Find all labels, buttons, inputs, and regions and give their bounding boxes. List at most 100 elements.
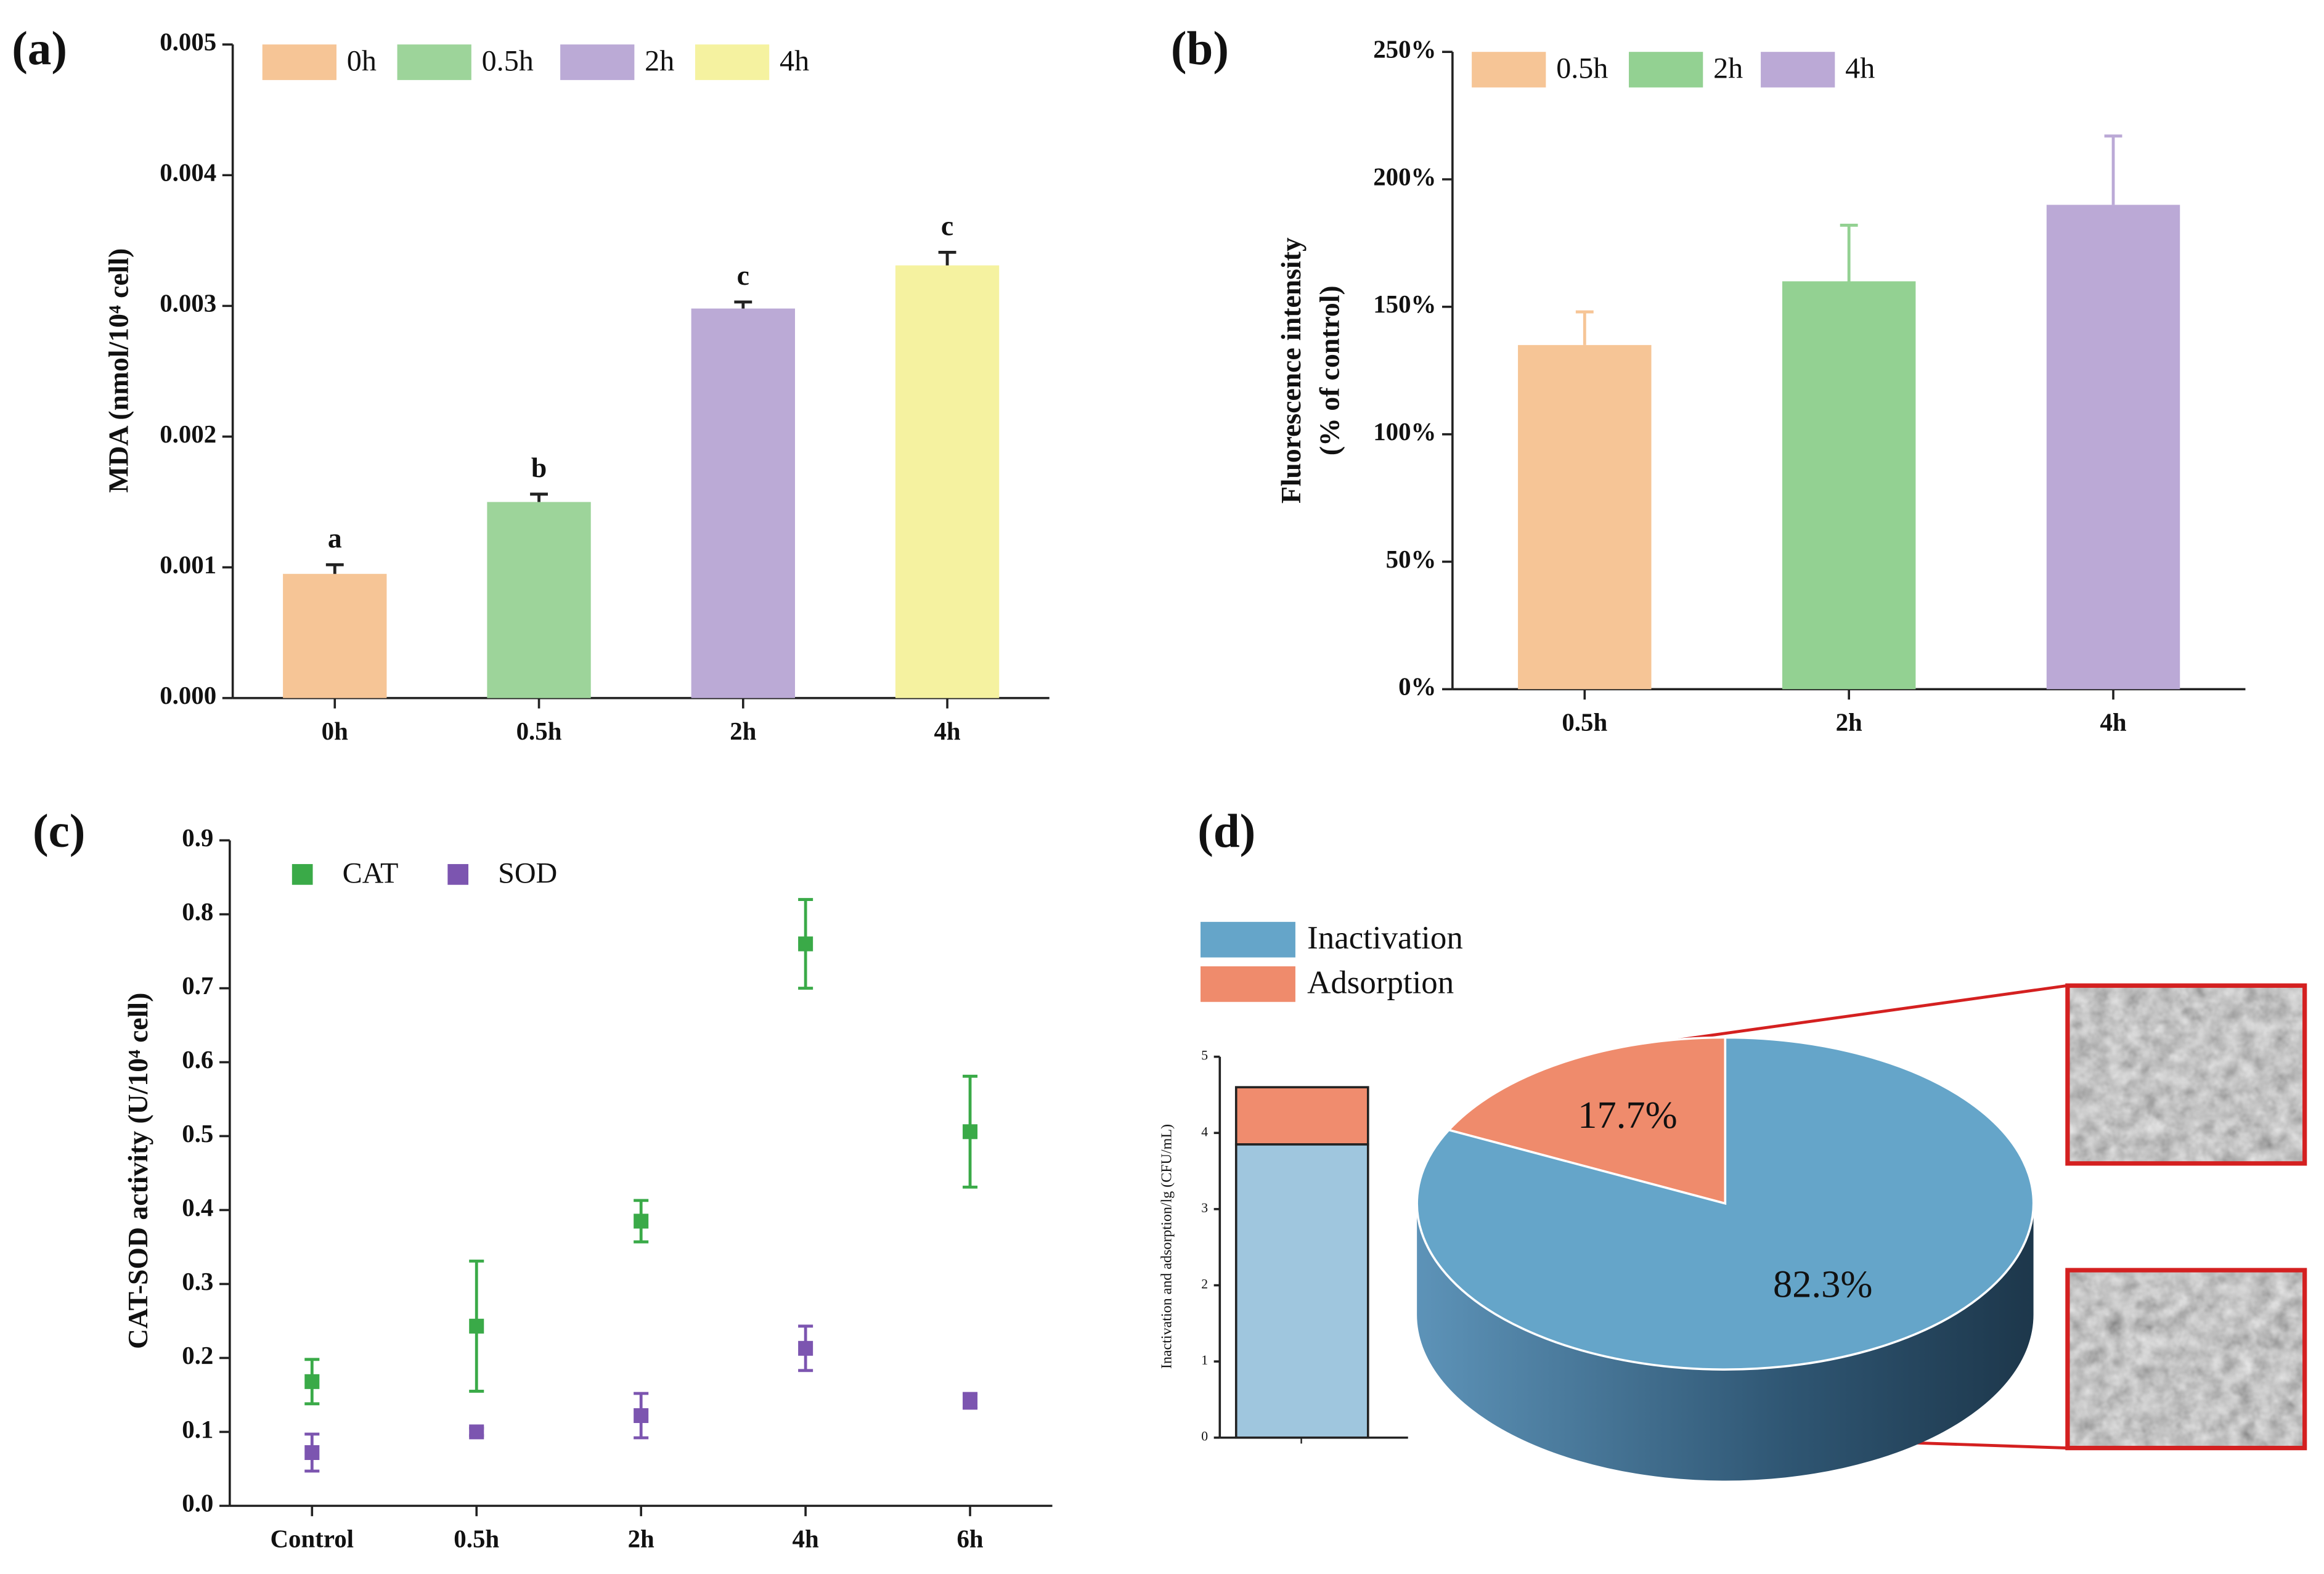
annotation: a	[328, 522, 342, 553]
bar	[1782, 281, 1916, 690]
bar-segment	[1234, 1086, 1369, 1146]
y-axis-title: Inactivation and adsorption/lg (CFU/mL)	[1159, 1124, 1175, 1369]
bar	[487, 502, 591, 698]
legend-swatch	[695, 44, 770, 80]
legend-label: CAT	[343, 857, 399, 889]
y-tick-label: 4	[1201, 1124, 1208, 1139]
marker	[963, 1393, 978, 1409]
marker	[304, 1445, 320, 1461]
legend-swatch	[1629, 52, 1703, 88]
panel-label: (c)	[33, 804, 85, 857]
y-axis-title: MDA (nmol/10⁴ cell)	[103, 248, 134, 493]
y-axis-title: (% of control)	[1314, 285, 1345, 455]
error-bar	[1840, 224, 1858, 282]
legend-label: 2h	[645, 44, 674, 77]
y-tick-label: 3	[1201, 1201, 1208, 1215]
y-tick-label: 0%	[1398, 673, 1436, 701]
panel-label: (a)	[12, 22, 67, 75]
legend-label: 0.5h	[1556, 52, 1608, 84]
legend-label: 4h	[1845, 52, 1875, 84]
error-bar	[1575, 310, 1594, 345]
legend-swatch	[1761, 52, 1835, 88]
y-tick-label: 0.001	[160, 551, 216, 579]
annotation: b	[531, 452, 547, 483]
legend-swatch	[262, 44, 336, 80]
sem-image	[2067, 1270, 2305, 1448]
legend-label: 0h	[347, 44, 377, 77]
x-tick-label: 2h	[628, 1525, 654, 1552]
x-tick-label: 4h	[793, 1525, 819, 1552]
x-tick-label: 0h	[322, 717, 348, 745]
bar-segment	[1234, 1143, 1369, 1439]
y-tick-label: 0.002	[160, 420, 216, 448]
y-tick-label: 0.000	[160, 682, 216, 709]
bar	[2046, 205, 2180, 690]
slice-label: 17.7%	[1578, 1093, 1677, 1136]
pie-slice	[1416, 1036, 2035, 1371]
legend-label: Adsorption	[1307, 964, 1454, 1000]
legend-swatch	[1472, 52, 1546, 88]
legend-swatch	[1201, 921, 1295, 958]
legend-swatch	[397, 44, 471, 80]
y-tick-label: 0.1	[182, 1416, 213, 1443]
error-bar	[938, 250, 956, 266]
y-tick-label: 0.8	[182, 898, 213, 926]
marker	[963, 1124, 978, 1140]
x-tick-label: 0.5h	[454, 1525, 499, 1552]
y-tick-label: 2	[1201, 1276, 1208, 1291]
marker	[304, 1374, 320, 1389]
bar	[691, 308, 795, 698]
y-tick-label: 5	[1201, 1048, 1208, 1063]
annotation: c	[737, 259, 749, 291]
marker	[634, 1408, 649, 1424]
marker	[469, 1424, 484, 1440]
bar	[283, 574, 387, 698]
sem-image	[2065, 983, 2307, 1166]
pie-slice	[1446, 1036, 1727, 1205]
marker	[469, 1318, 484, 1334]
y-tick-label: 0.4	[182, 1194, 213, 1221]
x-tick-label: Control	[271, 1525, 354, 1552]
bar	[895, 265, 1000, 698]
y-axis-title: CAT-SOD activity (U/10⁴ cell)	[122, 993, 153, 1349]
y-tick-label: 0.004	[160, 159, 216, 187]
y-tick-label: 0.005	[160, 28, 216, 56]
legend-swatch	[447, 864, 469, 885]
x-tick-label: 2h	[1836, 708, 1862, 736]
y-tick-label: 0.6	[182, 1046, 213, 1074]
y-tick-label: 0.003	[160, 290, 216, 317]
x-tick-label: 4h	[2100, 708, 2126, 736]
y-axis-title: Fluorescence intensity	[1275, 237, 1307, 504]
error-bar	[325, 563, 344, 574]
y-tick-label: 0.0	[182, 1490, 213, 1517]
x-tick-label: 0.5h	[1562, 708, 1607, 736]
x-tick-label: 2h	[730, 717, 756, 745]
marker	[798, 1340, 813, 1356]
marker	[798, 936, 813, 952]
y-tick-label: 0	[1201, 1429, 1208, 1444]
sem-frame	[2065, 983, 2307, 1166]
legend-swatch	[560, 44, 635, 80]
y-tick-label: 250%	[1373, 36, 1436, 63]
y-tick-label: 0.9	[182, 824, 213, 852]
legend-label: 0.5h	[482, 44, 534, 77]
legend-label: SOD	[498, 857, 557, 889]
legend-label: 2h	[1713, 52, 1743, 84]
connector	[1642, 984, 2068, 1046]
legend-label: Inactivation	[1307, 920, 1463, 956]
panel-label: (b)	[1171, 22, 1229, 75]
y-tick-label: 1	[1201, 1353, 1208, 1368]
legend-swatch	[292, 864, 313, 885]
y-tick-label: 150%	[1373, 290, 1436, 318]
error-bar	[2104, 134, 2122, 205]
y-tick-label: 200%	[1373, 163, 1436, 190]
x-tick-label: 0.5h	[516, 717, 562, 745]
y-tick-label: 50%	[1386, 545, 1437, 573]
error-bar	[530, 492, 548, 502]
y-tick-label: 0.3	[182, 1268, 213, 1295]
legend-label: 4h	[780, 44, 809, 77]
y-tick-label: 0.7	[182, 972, 213, 1000]
y-tick-label: 100%	[1373, 418, 1436, 446]
y-tick-label: 0.5	[182, 1120, 213, 1148]
